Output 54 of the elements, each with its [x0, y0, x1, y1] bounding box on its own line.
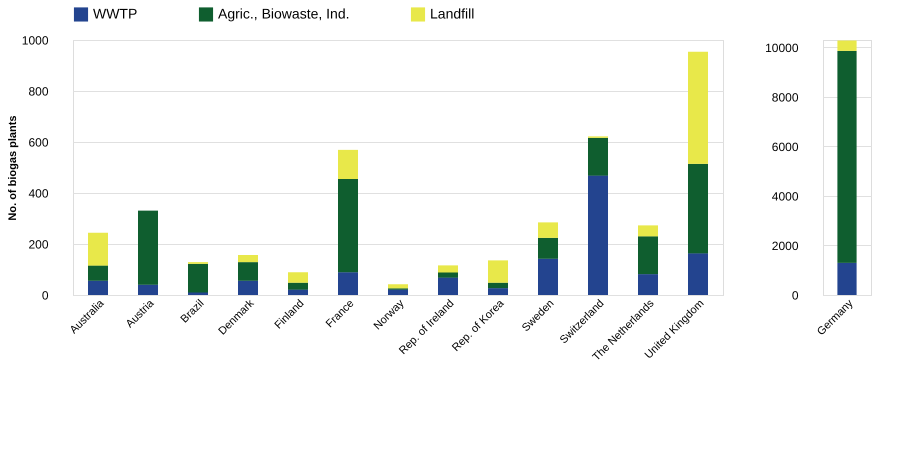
y-tick-label: 400	[28, 186, 49, 200]
bar	[688, 52, 708, 164]
bar	[688, 164, 708, 254]
y-tick-label: 4000	[772, 189, 799, 204]
bar	[338, 272, 358, 295]
y-tick-label: 2000	[772, 238, 799, 253]
bar	[288, 282, 308, 290]
bar	[88, 280, 108, 295]
legend-label: Agric., Biowaste, Ind.	[218, 5, 350, 22]
bar	[238, 254, 258, 262]
bar	[238, 280, 258, 295]
legend-label: WWTP	[93, 5, 138, 22]
y-tick-label: 0	[42, 288, 49, 302]
bar	[188, 264, 208, 292]
bar	[837, 262, 857, 295]
bar	[188, 292, 208, 295]
y-tick-label: 1000	[22, 34, 49, 48]
y-tick-label: 200	[28, 238, 49, 252]
bar	[488, 288, 508, 295]
bar	[488, 260, 508, 283]
bar	[88, 232, 108, 266]
bar	[538, 238, 558, 259]
bar	[288, 290, 308, 295]
y-tick-label: 600	[28, 136, 49, 150]
bar	[88, 266, 108, 281]
bar	[538, 222, 558, 238]
bar	[438, 272, 458, 278]
y-tick-label: 6000	[772, 140, 799, 154]
legend-label: Landfill	[430, 5, 474, 22]
bar	[338, 178, 358, 272]
bar	[638, 225, 658, 236]
y-tick-label: 0	[792, 288, 799, 302]
bar	[488, 282, 508, 288]
bar	[588, 138, 608, 176]
y-tick-label: 800	[28, 84, 49, 98]
bar	[438, 265, 458, 273]
bar	[638, 274, 658, 295]
bar	[338, 150, 358, 179]
bar	[837, 50, 857, 263]
bar	[138, 210, 158, 285]
bar	[238, 262, 258, 281]
bar	[438, 278, 458, 295]
bar	[388, 290, 408, 295]
y-tick-label: 10000	[765, 40, 799, 55]
bar	[638, 236, 658, 274]
bar	[588, 176, 608, 295]
y-tick-label: 8000	[772, 90, 799, 104]
bar	[688, 253, 708, 295]
bar	[538, 258, 558, 295]
bar	[138, 284, 158, 295]
bar	[388, 284, 408, 288]
y-axis-title: No. of biogas plants	[6, 115, 19, 221]
bar	[288, 272, 308, 283]
bar	[837, 40, 857, 51]
